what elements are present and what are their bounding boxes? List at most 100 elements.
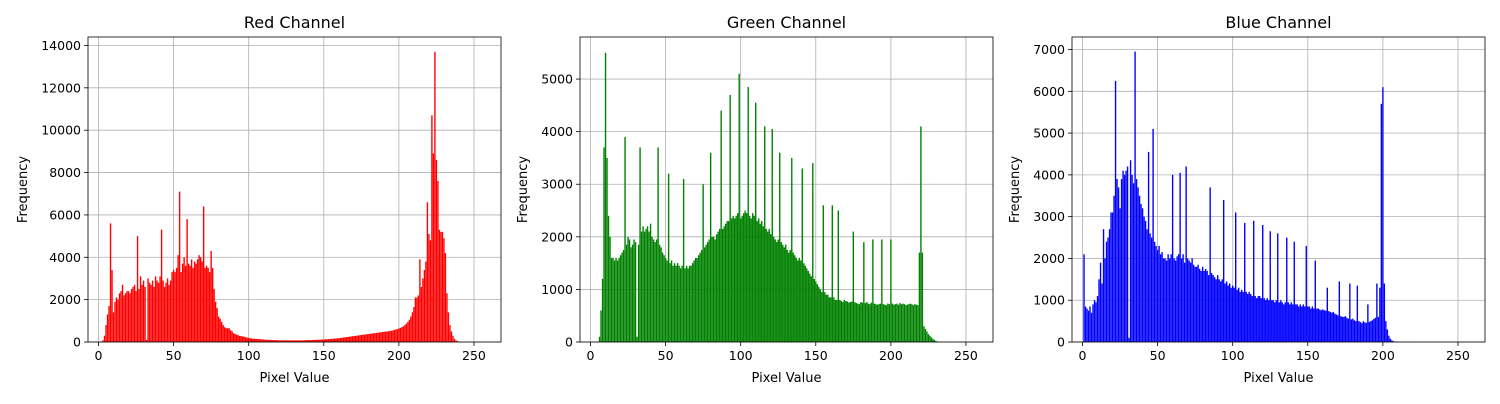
histogram-bar <box>370 334 371 342</box>
histogram-bar <box>648 232 649 342</box>
histogram-bar <box>1176 256 1177 342</box>
histogram-bar <box>1300 304 1301 342</box>
x-tick-label: 0 <box>1079 348 1087 363</box>
histogram-bar <box>629 239 630 342</box>
histogram-bar <box>1385 321 1386 342</box>
histogram-bar <box>614 260 615 342</box>
histogram-bar <box>668 174 669 342</box>
histogram-bar <box>734 218 735 342</box>
histogram-bar <box>234 334 235 342</box>
histogram-bar <box>740 218 741 342</box>
histogram-bar <box>600 310 601 342</box>
histogram-bar <box>850 302 851 342</box>
histogram-bar <box>838 211 839 342</box>
histogram-bar <box>129 293 130 342</box>
histogram-bar <box>1083 254 1084 342</box>
histogram-bar <box>113 312 114 342</box>
histogram-bar <box>1321 310 1322 342</box>
histogram-bar <box>877 305 878 342</box>
histogram-bar <box>707 242 708 342</box>
histogram-bar <box>150 285 151 342</box>
histogram-bar <box>925 329 926 342</box>
histogram-bar <box>1339 281 1340 342</box>
histogram-bar <box>705 245 706 342</box>
histogram-bar <box>338 338 339 342</box>
histogram-bar <box>240 336 241 342</box>
histogram-bar <box>397 329 398 342</box>
histogram-bar <box>635 242 636 342</box>
histogram-bar <box>1238 288 1239 342</box>
x-tick-label: 100 <box>729 348 753 363</box>
histogram-bar <box>159 276 160 342</box>
histogram-bar <box>149 283 150 342</box>
histogram-bar <box>871 303 872 342</box>
histogram-bar <box>704 247 705 342</box>
histogram-bar <box>1181 258 1182 342</box>
histogram-bar <box>1367 304 1368 342</box>
histogram-bar <box>108 306 109 342</box>
x-tick-label: 150 <box>1296 348 1320 363</box>
histogram-bar <box>695 258 696 342</box>
histogram-bar <box>895 304 896 342</box>
histogram-bar <box>213 289 214 342</box>
histogram-bar <box>1223 200 1224 342</box>
histogram-bar <box>1197 265 1198 342</box>
histogram-bar <box>123 295 124 342</box>
histogram-bar <box>901 304 902 342</box>
histogram-bar <box>760 224 761 342</box>
x-tick-label: 100 <box>1221 348 1245 363</box>
histogram-bar <box>1163 258 1164 342</box>
histogram-bar <box>428 234 429 342</box>
histogram-bar <box>1234 288 1235 342</box>
histogram-bar <box>809 274 810 342</box>
x-tick-label: 100 <box>237 348 261 363</box>
histogram-bars <box>599 53 940 342</box>
x-tick-label: 200 <box>879 348 903 363</box>
histogram-bar <box>711 237 712 342</box>
histogram-bar <box>1122 171 1123 342</box>
histogram-bar <box>929 336 930 342</box>
histogram-bar <box>1252 296 1253 342</box>
histogram-bar <box>425 262 426 342</box>
histogram-bar <box>446 293 447 342</box>
histogram-bar <box>872 239 873 342</box>
histogram-bar <box>764 126 765 342</box>
histogram-bar <box>119 293 120 342</box>
histogram-bar <box>1217 275 1218 342</box>
histogram-bar <box>120 291 121 342</box>
histogram-bar <box>362 335 363 342</box>
histogram-bar <box>1336 314 1337 342</box>
y-tick-label: 0 <box>565 335 573 350</box>
histogram-bar <box>1325 311 1326 342</box>
histogram-bars <box>101 52 461 342</box>
histogram-bar <box>1200 271 1201 342</box>
histogram-bar <box>663 255 664 342</box>
histogram-bar <box>346 337 347 342</box>
histogram-bar <box>1333 312 1334 342</box>
histogram-bar <box>826 295 827 342</box>
histogram-bar <box>1363 321 1364 342</box>
y-tick-label: 14000 <box>41 38 81 53</box>
histogram-bar <box>692 263 693 342</box>
histogram-bar <box>1366 323 1367 342</box>
y-tick-label: 4000 <box>1033 167 1065 182</box>
histogram-bar <box>1390 339 1391 342</box>
histogram-bar <box>236 335 237 342</box>
histogram-bar <box>1169 258 1170 342</box>
histogram-bar <box>1306 246 1307 342</box>
histogram-bar <box>147 278 148 342</box>
y-tick-label: 6000 <box>1033 84 1065 99</box>
histogram-bar <box>1346 318 1347 342</box>
histogram-bar <box>1265 300 1266 342</box>
histogram-bar <box>696 258 697 342</box>
histogram-bar <box>770 234 771 342</box>
histogram-bar <box>1327 288 1328 342</box>
histogram-bar <box>1185 167 1186 342</box>
histogram-bar <box>138 289 139 342</box>
y-tick-label: 6000 <box>49 207 81 222</box>
histogram-bar <box>1354 320 1355 342</box>
histogram-bar <box>1318 309 1319 342</box>
histogram-bar <box>603 147 604 342</box>
histogram-bar <box>1142 208 1143 342</box>
histogram-bar <box>1231 288 1232 342</box>
